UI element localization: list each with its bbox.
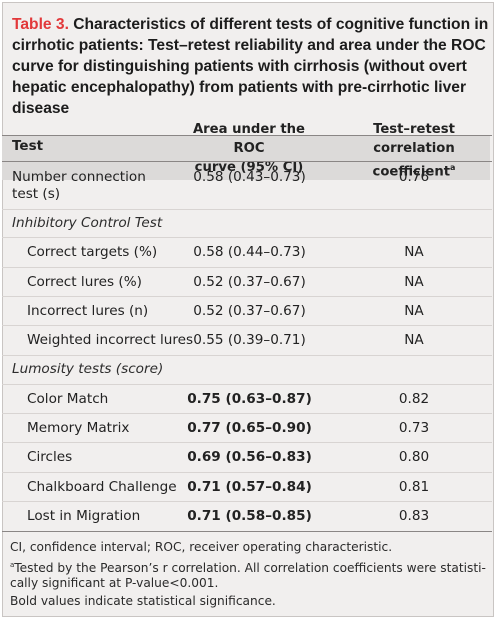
table-row: Incorrect lures (n) 0.52 (0.37–0.67) NA [2, 297, 492, 326]
row-divider [2, 237, 492, 238]
table-title: Characteristics of different tests of co… [12, 16, 489, 117]
table-row: Weighted incorrect lures 0.55 (0.39–0.71)… [2, 326, 492, 355]
footer-rule [2, 531, 492, 532]
header-top-rule [2, 135, 492, 136]
row-label: Correct lures (%) [27, 274, 142, 290]
row-divider [2, 209, 492, 210]
section-label: Lumosity tests (score) [12, 361, 164, 377]
correlation-value: 0.73 [398, 420, 430, 436]
header-corr-line2: coefficient [372, 164, 451, 180]
auc-value: 0.71 (0.57–0.84) [187, 479, 312, 495]
table-number: Table 3. [12, 16, 69, 33]
table-row: Correct lures (%) 0.52 (0.37–0.67) NA [2, 268, 492, 297]
row-label: Correct targets (%) [27, 244, 158, 260]
row-divider [2, 501, 492, 502]
correlation-value: 0.81 [398, 479, 430, 495]
auc-value: 0.77 (0.65–0.90) [187, 420, 312, 436]
row-divider [2, 355, 492, 356]
auc-value: 0.58 (0.43–0.73) [193, 169, 306, 185]
auc-value: 0.58 (0.44–0.73) [193, 244, 306, 260]
header-corr-line1: Test–retest correlation [373, 122, 455, 156]
row-divider [2, 413, 492, 414]
row-label: Lost in Migration [27, 508, 141, 524]
row-divider [2, 296, 492, 297]
footnote-a-continued: cally significant at P-value<0.001. [10, 576, 219, 590]
row-divider [2, 472, 492, 473]
header-auc-line2: curve (95% CI) [194, 160, 304, 175]
row-divider [2, 384, 492, 385]
auc-value: 0.69 (0.56–0.83) [187, 449, 312, 465]
row-divider [2, 325, 492, 326]
table-header: Test Area under the ROC curve (95% CI) T… [2, 122, 490, 180]
correlation-value: 0.80 [398, 449, 430, 465]
auc-value: 0.71 (0.58–0.85) [187, 508, 312, 524]
header-test: Test [12, 138, 44, 154]
table-row: Lost in Migration 0.71 (0.58–0.85) 0.83 [2, 502, 492, 531]
correlation-value: NA [404, 274, 424, 290]
table-panel: Table 3. Characteristics of different te… [2, 2, 494, 617]
correlation-value: NA [404, 244, 424, 260]
section-row: Lumosity tests (score) [2, 356, 492, 384]
footnote-abbreviations: CI, confidence interval; ROC, receiver o… [10, 540, 393, 554]
footnote-a-mark: a [10, 561, 15, 569]
section-label: Inhibitory Control Test [12, 215, 163, 231]
row-label: Chalkboard Challenge [27, 479, 177, 495]
footnote-a-text: Tested by the Pearson’s r correlation. A… [14, 561, 486, 576]
row-label: Circles [27, 449, 73, 465]
header-bottom-rule [2, 161, 492, 162]
table-row: Memory Matrix 0.77 (0.65–0.90) 0.73 [2, 414, 492, 443]
header-auc: Area under the ROC curve (95% CI) [185, 120, 313, 177]
row-divider [2, 267, 492, 268]
section-row: Inhibitory Control Test [2, 210, 492, 238]
row-label: Incorrect lures (n) [27, 303, 149, 319]
auc-value: 0.55 (0.39–0.71) [193, 332, 306, 348]
header-correlation: Test–retest correlation coefficienta [336, 120, 492, 181]
footnote-a: aTested by the Pearson’s r correlation. … [10, 557, 488, 576]
table-row: Color Match 0.75 (0.63–0.87) 0.82 [2, 385, 492, 414]
row-label: Weighted incorrect lures [27, 332, 194, 348]
row-label-line2: test (s) [12, 186, 61, 202]
row-label: Number connection test (s) [12, 169, 146, 203]
table-row: Chalkboard Challenge 0.71 (0.57–0.84) 0.81 [2, 473, 492, 502]
row-divider [2, 442, 492, 443]
correlation-value: 0.83 [398, 508, 430, 524]
correlation-value: NA [404, 303, 424, 319]
correlation-value: 0.76 [398, 169, 430, 185]
table-row: Number connection test (s) 0.58 (0.43–0.73… [2, 164, 492, 208]
auc-value: 0.52 (0.37–0.67) [193, 274, 306, 290]
table-row: Correct targets (%) 0.58 (0.44–0.73) NA [2, 238, 492, 267]
footnote-bold: Bold values indicate statistical signifi… [10, 594, 276, 608]
table-caption: Table 3. Characteristics of different te… [12, 14, 490, 119]
header-auc-line1: Area under the ROC [192, 122, 306, 156]
correlation-value: 0.82 [398, 391, 430, 407]
auc-value: 0.52 (0.37–0.67) [193, 303, 306, 319]
correlation-value: NA [404, 332, 424, 348]
auc-value: 0.75 (0.63–0.87) [187, 391, 312, 407]
row-label-line1: Number connection [12, 169, 146, 185]
table-row: Circles 0.69 (0.56–0.83) 0.80 [2, 443, 492, 472]
row-label: Color Match [27, 391, 109, 407]
header-corr-footnote-mark: a [450, 163, 456, 172]
row-label: Memory Matrix [27, 420, 130, 436]
